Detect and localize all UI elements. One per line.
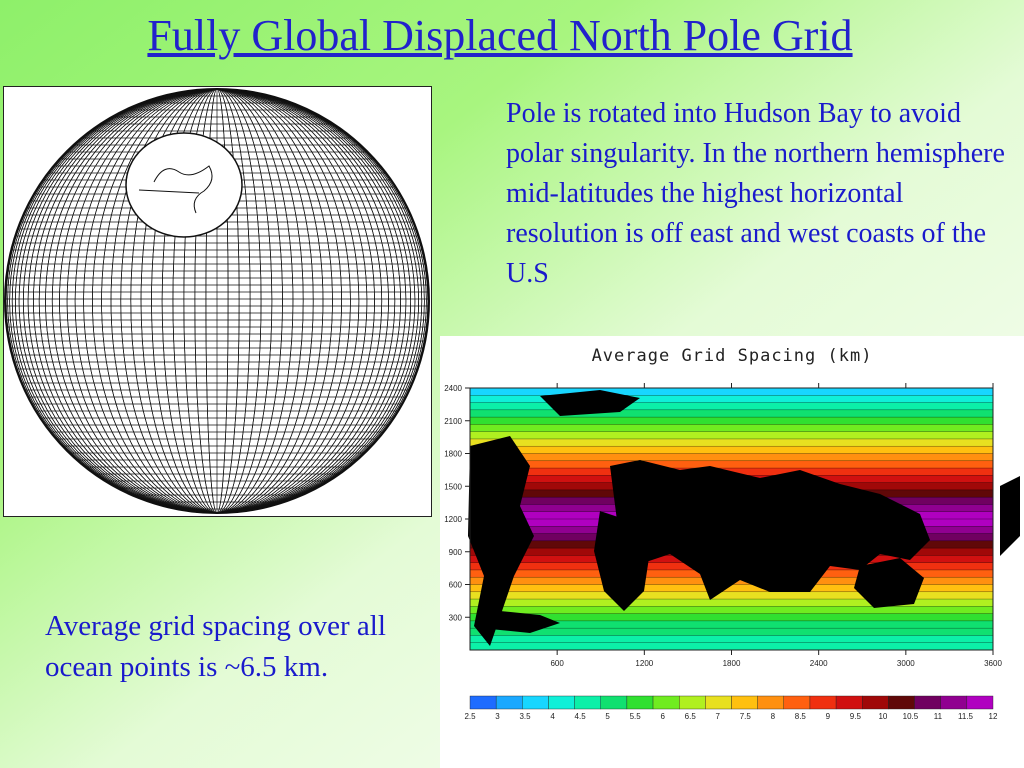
y-tick-label: 900: [449, 548, 463, 557]
colorbar-label: 10: [878, 712, 887, 721]
colorbar-swatch: [888, 695, 915, 710]
colorbar-label: 9.5: [850, 712, 862, 721]
globe-grid-illustration: [4, 88, 430, 514]
colorbar-label: 3: [495, 712, 500, 721]
colorbar-label: 5.5: [630, 712, 642, 721]
colorbar-swatch: [705, 695, 732, 710]
colorbar-swatch: [862, 695, 889, 710]
pole-cap: [125, 132, 243, 238]
colorbar-swatch: [495, 695, 523, 710]
heatmap-band: [470, 642, 993, 651]
colorbar-swatch: [574, 695, 601, 710]
colorbar-label: 9: [826, 712, 831, 721]
colorbar-label: 12: [989, 712, 998, 721]
colorbar-label: 2.5: [464, 712, 476, 721]
heatmap-band: [470, 453, 993, 462]
heatmap-band: [470, 446, 993, 454]
colorbar-label: 6: [660, 712, 665, 721]
y-tick-label: 2400: [444, 384, 462, 393]
colorbar-swatch: [783, 695, 811, 710]
average-spacing-note: Average grid spacing over all ocean poin…: [45, 610, 386, 683]
colorbar-label: 10.5: [903, 712, 919, 721]
heatmap-band: [470, 402, 993, 411]
y-tick-label: 1500: [444, 482, 462, 491]
colorbar-swatch: [940, 695, 968, 710]
heatmap-band: [470, 460, 993, 469]
x-tick-label: 2400: [810, 659, 828, 668]
colorbar-label: 8: [771, 712, 776, 721]
x-tick-label: 3600: [984, 659, 1002, 668]
colorbar-swatch: [835, 695, 863, 710]
heatmap-band: [470, 431, 993, 440]
colorbar-swatch: [469, 695, 497, 710]
colorbar-label: 3.5: [519, 712, 531, 721]
colorbar-swatch: [966, 695, 994, 710]
colorbar-swatch: [626, 695, 654, 710]
grid-spacing-chart: Average Grid Spacing (km) 600 1200 1800 240…: [440, 336, 1024, 768]
heatmap-svg: 600 1200 1800 2400 3000 3600 300 600 900 1200 1500…: [444, 383, 1020, 721]
y-tick-label: 2100: [444, 417, 462, 426]
colorbar-swatch: [678, 695, 706, 710]
colorbar-label: 4.5: [575, 712, 587, 721]
x-tick-label: 1200: [635, 659, 653, 668]
colorbar-label: 11: [934, 712, 943, 721]
colorbar-swatch: [914, 695, 941, 710]
colorbar-swatch: [731, 695, 758, 710]
slide-title: Fully Global Displaced North Pole Grid: [147, 11, 853, 60]
heatmap-band: [470, 409, 993, 418]
heatmap-band: [470, 606, 993, 615]
heatmap-band: [470, 417, 993, 425]
heatmap-band: [470, 628, 993, 636]
colorbar-label: 7.5: [740, 712, 752, 721]
colorbar-swatch: [522, 695, 549, 710]
heatmap-band: [470, 388, 993, 396]
y-tick-label: 1200: [444, 515, 462, 524]
colorbar-label: 6.5: [685, 712, 697, 721]
y-tick-label: 1800: [444, 450, 462, 459]
colorbar-swatch: [548, 695, 575, 710]
colorbar-swatch: [652, 695, 680, 710]
slide-description: Pole is rotated into Hudson Bay to avoid…: [506, 98, 1005, 289]
heatmap-band: [470, 591, 993, 600]
heatmap-band: [470, 620, 993, 629]
y-tick-label: 600: [449, 581, 463, 590]
heatmap-band: [470, 599, 993, 607]
colorbar-swatch: [809, 695, 837, 710]
colorbar-label: 8.5: [795, 712, 807, 721]
heatmap-band: [470, 613, 993, 622]
x-tick-label: 1800: [723, 659, 741, 668]
heatmap-band: [470, 395, 993, 404]
heatmap-band: [470, 584, 993, 593]
colorbar-swatch: [600, 695, 628, 710]
colorbar-label: 7: [716, 712, 721, 721]
colorbar-label: 4: [550, 712, 555, 721]
globe-grid-image: [3, 86, 432, 517]
colorbar-swatch: [757, 695, 784, 710]
y-tick-label: 300: [449, 613, 463, 622]
x-tick-label: 600: [550, 659, 564, 668]
heatmap-band: [470, 635, 993, 644]
heatmap-band: [470, 438, 993, 447]
chart-title: Average Grid Spacing (km): [591, 346, 873, 366]
x-tick-label: 3000: [897, 659, 915, 668]
colorbar-label: 5: [605, 712, 610, 721]
colorbar-label: 11.5: [958, 712, 974, 721]
heatmap-band: [470, 424, 993, 433]
